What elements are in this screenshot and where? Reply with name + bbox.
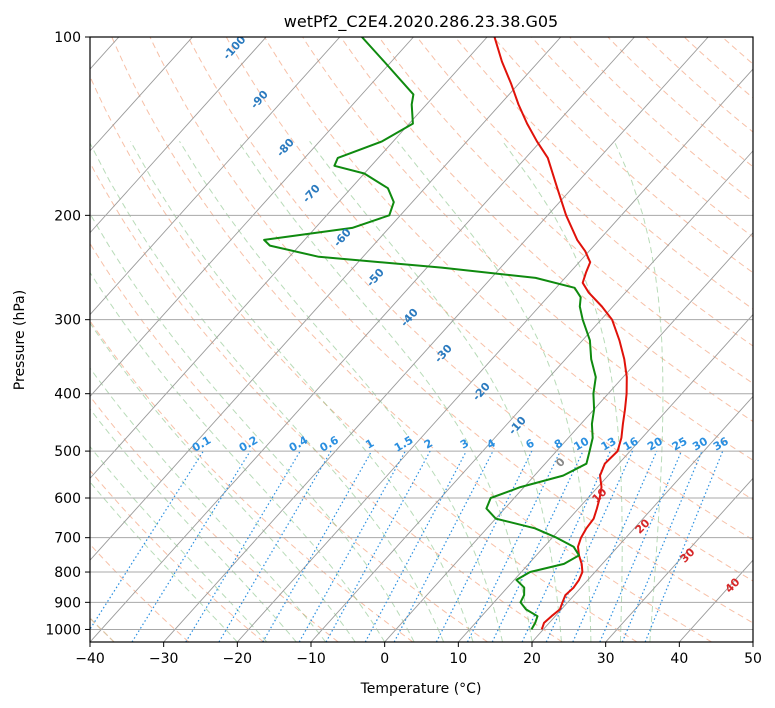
mixing-ratio-line [572, 450, 658, 642]
x-tick-label: 30 [597, 651, 615, 667]
isotherm [90, 37, 562, 561]
isotherm [752, 641, 753, 642]
mixing-ratio-line [621, 450, 703, 642]
y-tick-label: 1000 [45, 622, 81, 638]
y-tick-label: 200 [54, 208, 81, 224]
mixing-ratio-line [545, 450, 634, 642]
dry-adiabat [493, 37, 753, 274]
dry-adiabat [454, 37, 753, 310]
y-tick-label: 500 [54, 444, 81, 460]
dry-adiabat [225, 37, 753, 541]
mixing-ratio-line [466, 450, 561, 642]
plot-background [90, 37, 753, 642]
x-tick-label: 40 [670, 651, 688, 667]
y-axis-label: Pressure (hPa) [12, 290, 28, 390]
isotherm [90, 37, 267, 234]
isotherm [531, 395, 753, 642]
dry-adiabat [90, 75, 638, 642]
dry-adiabat [90, 395, 339, 642]
y-tick-label: 400 [54, 387, 81, 403]
mixing-ratio-line [185, 450, 301, 642]
isotherm [605, 477, 753, 642]
mixing-ratio-line [521, 450, 611, 642]
x-tick-label: 50 [744, 651, 762, 667]
plot-area [90, 37, 753, 642]
dry-adiabat [607, 37, 753, 168]
plot-frame [89, 36, 754, 643]
y-tick-label: 300 [54, 313, 81, 329]
mixing-ratio-line [298, 450, 406, 642]
x-axis-label: Temperature (°C) [360, 681, 482, 697]
dry-adiabat [378, 37, 753, 385]
dewpoint-profile [263, 37, 597, 630]
y-tick-label: 900 [54, 595, 81, 611]
temperature-profile [493, 37, 628, 630]
dry-adiabat [111, 37, 712, 642]
isotherm [457, 313, 753, 642]
dry-adiabat [149, 37, 753, 624]
dry-adiabat [264, 37, 753, 501]
isotherm [384, 232, 753, 642]
mixing-ratio-line [218, 450, 332, 642]
x-tick-label: −30 [149, 651, 179, 667]
x-tick-label: 10 [449, 651, 467, 667]
y-tick-label: 800 [54, 565, 81, 581]
axes: −40 −30 −20 −10 0 10 20 30 40 50 100 200 300 400 500 60… [45, 30, 762, 667]
y-tick-label: 700 [54, 531, 81, 547]
isotherm [310, 150, 753, 642]
x-tick-label: 0 [380, 651, 389, 667]
dry-adiabat [340, 37, 753, 423]
isotherm [163, 37, 709, 642]
x-tick-label: −10 [296, 651, 326, 667]
dry-adiabat [90, 242, 488, 642]
y-tick-label: 100 [54, 30, 81, 46]
isotherm [90, 37, 193, 152]
dry-adiabat [90, 161, 563, 642]
chart-title: wetPf2_C2E4.2020.286.23.38.G05 [284, 12, 558, 32]
x-tick-label: 20 [523, 651, 541, 667]
x-tick-label: −40 [75, 651, 105, 667]
isotherm [90, 37, 341, 316]
mixing-ratio-line [491, 450, 584, 642]
dry-adiabat [187, 37, 753, 582]
mixing-ratio-line [131, 450, 251, 642]
dry-adiabat [90, 320, 414, 642]
mixing-ratio-line [90, 450, 204, 631]
isotherm [90, 37, 635, 642]
isotherm [90, 37, 488, 479]
isotherm [236, 68, 753, 642]
y-tick-label: 600 [54, 491, 81, 507]
mixing-ratio-line [262, 450, 373, 642]
mixing-ratio-line [599, 450, 682, 642]
x-tick-label: −20 [223, 651, 253, 667]
mixing-ratio-line [325, 450, 431, 642]
isotherm [90, 37, 414, 398]
dry-adiabat [416, 37, 753, 347]
